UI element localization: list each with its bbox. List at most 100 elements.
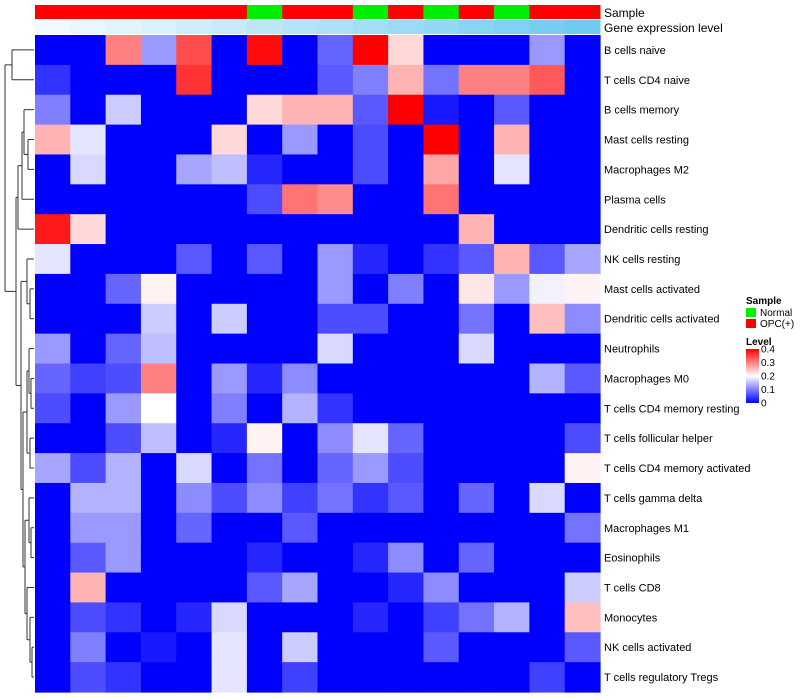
heatmap-cell (35, 632, 71, 663)
legend-tick-label: 0 (761, 399, 767, 410)
gene-expression-annotation-cell (211, 20, 248, 34)
heatmap-cell (458, 542, 495, 574)
heatmap-cell (352, 453, 389, 484)
heatmap-cell (494, 363, 530, 394)
heatmap-cell (246, 482, 283, 514)
heatmap-cell (564, 94, 601, 126)
sample-annotation-cell (529, 5, 566, 19)
heatmap-cell (35, 333, 71, 365)
heatmap-cell (564, 214, 601, 245)
heatmap-cell (423, 94, 460, 126)
heatmap-cell (35, 124, 71, 156)
heatmap-cell (458, 423, 495, 454)
heatmap-cell (140, 64, 177, 96)
heatmap-cell (388, 542, 425, 574)
heatmap-cell (388, 602, 425, 633)
heatmap-cell (494, 542, 530, 574)
annotation-labels: Sample Gene expression level (604, 6, 723, 35)
heatmap-cell (246, 64, 283, 96)
heatmap-cell (317, 423, 354, 454)
heatmap-cell (35, 214, 71, 245)
heatmap-cell (458, 303, 495, 335)
heatmap-cell (246, 572, 283, 604)
heatmap-cell (246, 303, 283, 335)
heatmap-cell (458, 333, 495, 365)
heatmap-cell (564, 124, 601, 156)
heatmap-cell (105, 214, 142, 245)
heatmap-cell (352, 273, 389, 305)
heatmap-cell (352, 423, 389, 454)
legend-tick-label: 0.1 (761, 385, 775, 396)
heatmap-cell (246, 184, 283, 215)
heatmap-cell (35, 453, 71, 484)
heatmap-cell (423, 393, 460, 424)
heatmap-cell (35, 363, 71, 394)
gene-expression-annotation-cell (140, 20, 177, 34)
heatmap-cell (529, 214, 566, 245)
heatmap-cells (35, 35, 601, 693)
heatmap-cell (352, 94, 389, 126)
heatmap-cell (317, 35, 354, 66)
row-label: T cells gamma delta (604, 493, 703, 505)
heatmap-cell (211, 35, 248, 66)
heatmap-cell (494, 572, 530, 604)
heatmap-cell (458, 154, 495, 185)
heatmap-cell (70, 632, 107, 663)
heatmap-cell (458, 124, 495, 156)
heatmap-cell (423, 154, 460, 185)
heatmap-cell (352, 154, 389, 185)
heatmap-cell (140, 154, 177, 185)
heatmap-cell (70, 572, 107, 604)
heatmap-cell (246, 363, 283, 394)
heatmap-cell (388, 214, 425, 245)
heatmap-cell (35, 482, 71, 514)
row-label: B cells memory (604, 105, 680, 117)
heatmap-cell (140, 393, 177, 424)
heatmap-cell (458, 602, 495, 633)
heatmap-cell (317, 363, 354, 394)
heatmap-cell (352, 214, 389, 245)
heatmap-cell (352, 512, 389, 544)
heatmap-cell (140, 124, 177, 156)
gene-expression-annotation-cell (564, 20, 601, 34)
heatmap-cell (282, 632, 319, 663)
heatmap-cell (35, 423, 71, 454)
heatmap-cell (105, 512, 142, 544)
row-labels: B cells naive T cells CD4 naive B cells me… (604, 45, 751, 684)
heatmap-cell (70, 244, 107, 275)
row-label: T cells CD4 memory activated (604, 463, 751, 475)
gene-expression-annotation-cell (176, 20, 213, 34)
heatmap-cell (70, 154, 107, 185)
heatmap-cell (564, 632, 601, 663)
heatmap-cell (140, 184, 177, 215)
row-label: T cells CD8 (604, 582, 661, 594)
heatmap-cell (176, 35, 213, 66)
heatmap-cell (105, 423, 142, 454)
heatmap-cell (70, 214, 107, 245)
heatmap-cell (70, 453, 107, 484)
heatmap-cell (211, 273, 248, 305)
heatmap-cell (176, 64, 213, 96)
heatmap-cell (529, 124, 566, 156)
heatmap-cell (105, 602, 142, 633)
heatmap-cell (317, 124, 354, 156)
legend-color-bar (746, 349, 759, 403)
heatmap-cell (246, 542, 283, 574)
heatmap-cell (105, 453, 142, 484)
heatmap-cell (529, 184, 566, 215)
heatmap-cell (529, 94, 566, 126)
heatmap-cell (529, 393, 566, 424)
heatmap-cell (105, 393, 142, 424)
heatmap-cell (211, 542, 248, 574)
heatmap-cell (564, 333, 601, 365)
row-label: Plasma cells (604, 194, 666, 206)
heatmap-cell (282, 542, 319, 574)
sample-annotation-cell (140, 5, 177, 19)
heatmap-cell (246, 35, 283, 66)
row-label: Macrophages M0 (604, 373, 689, 385)
heatmap-cell (176, 184, 213, 215)
legend-tick-label: 0.2 (761, 372, 775, 383)
heatmap-cell (246, 602, 283, 633)
heatmap-cell (458, 35, 495, 66)
heatmap-cell (317, 94, 354, 126)
